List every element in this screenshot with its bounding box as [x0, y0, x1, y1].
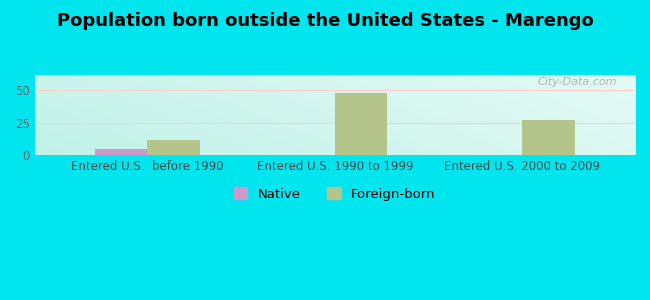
- Text: Population born outside the United States - Marengo: Population born outside the United State…: [57, 12, 593, 30]
- Bar: [148, 140, 200, 155]
- Legend: Native, Foreign-born: Native, Foreign-born: [234, 187, 436, 201]
- Bar: [523, 120, 575, 155]
- Bar: [335, 93, 387, 155]
- Text: City-Data.com: City-Data.com: [538, 77, 617, 87]
- Bar: [95, 148, 148, 155]
